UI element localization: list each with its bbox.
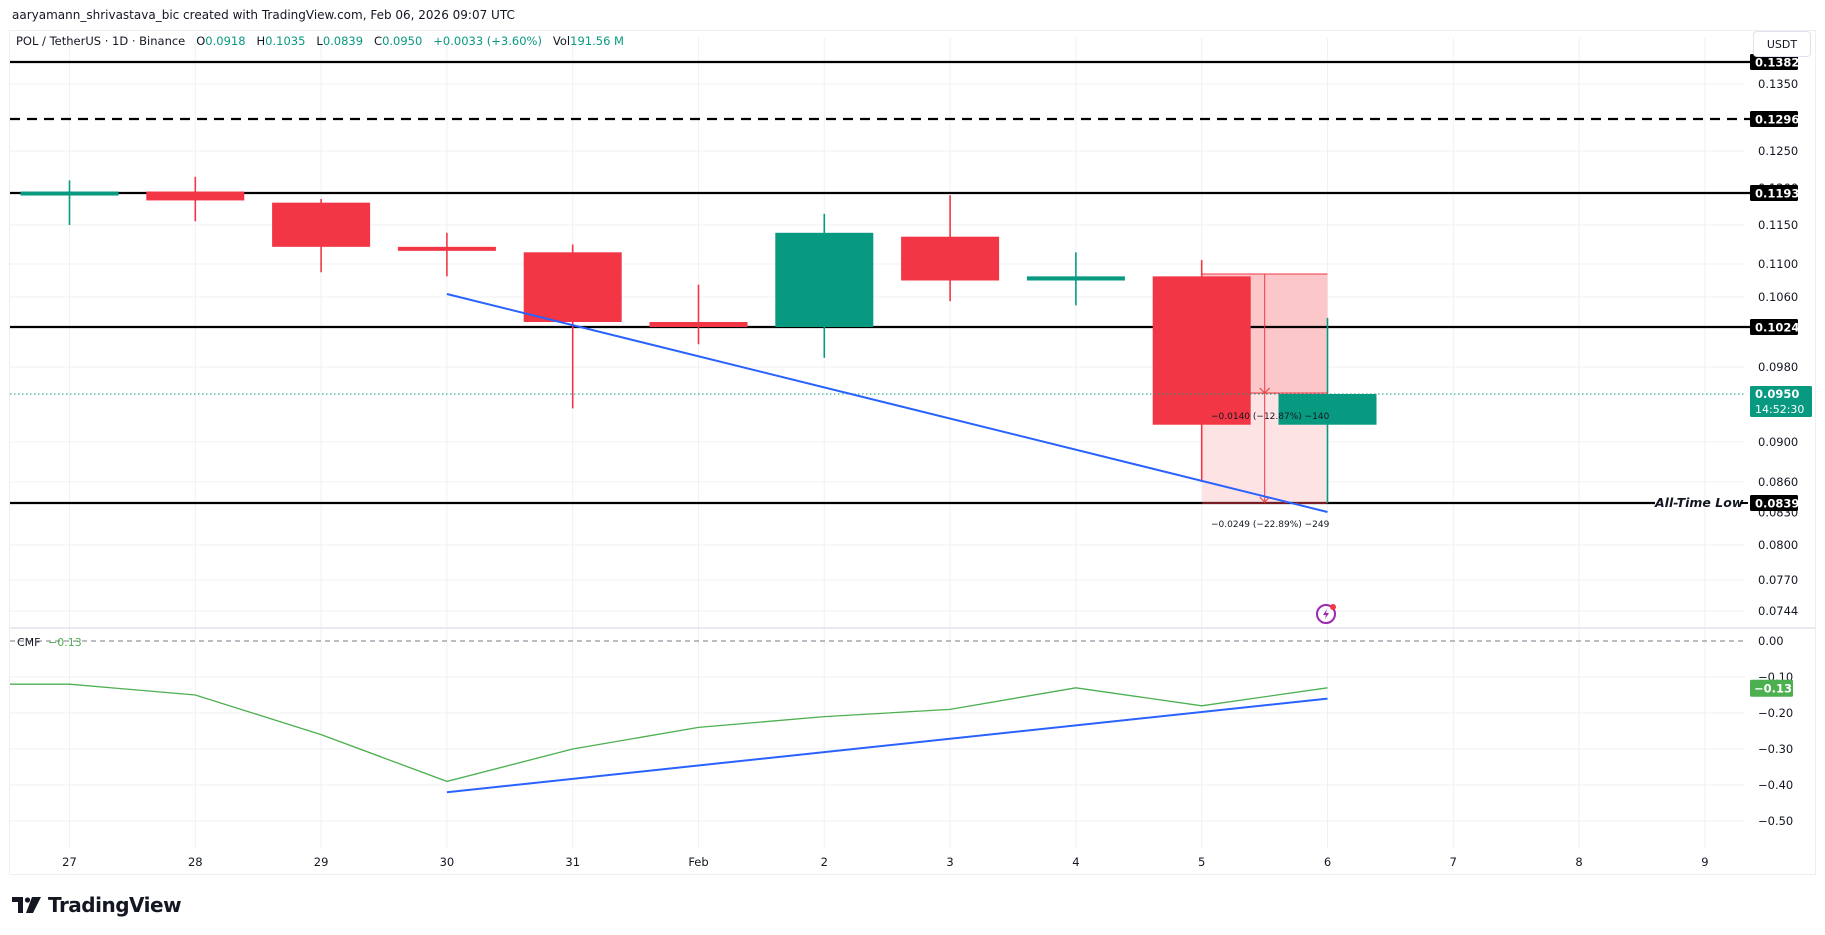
current-price-value: 0.0950: [1755, 387, 1799, 401]
volume-value: 191.56 M: [570, 34, 624, 48]
level-price-badge-text: 0.1024: [1755, 321, 1799, 335]
time-axis-label: 9: [1701, 855, 1708, 869]
lightning-alert-icon[interactable]: [1316, 604, 1336, 624]
time-axis-label: 30: [440, 855, 455, 869]
candle-down[interactable]: [146, 191, 245, 201]
time-axis-label: 29: [314, 855, 329, 869]
candle-up[interactable]: [1278, 394, 1377, 425]
candle-down[interactable]: [523, 252, 622, 322]
candle-up[interactable]: [20, 191, 119, 196]
price-trendline[interactable]: [446, 293, 1328, 513]
time-axis-label: 28: [188, 855, 203, 869]
time-axis-label: Feb: [688, 855, 708, 869]
measure-arrow-head-1: [1259, 387, 1271, 394]
volume-label: Vol: [552, 34, 571, 48]
candle-down[interactable]: [397, 246, 496, 251]
cmf-line[interactable]: [10, 683, 1328, 783]
time-axis-label: 31: [565, 855, 580, 869]
price-axis-tick: 0.1150: [1758, 218, 1798, 232]
time-axis-label: 8: [1575, 855, 1582, 869]
all-time-low-label: All-Time Low: [1654, 495, 1744, 510]
cmf-value-badge-text: −0.13: [1754, 681, 1792, 695]
change-value: +0.0033 (+3.60%): [433, 34, 542, 48]
tradingview-logo-icon: [12, 897, 41, 913]
candle-down[interactable]: [272, 202, 371, 247]
level-price-badge: [1750, 54, 1798, 70]
cmf-axis-tick: 0.00: [1758, 634, 1784, 648]
price-axis-tick: 0.1350: [1758, 77, 1798, 91]
cmf-axis-tick: −0.50: [1758, 814, 1793, 828]
level-price-badge: [1750, 319, 1798, 335]
price-axis-tick: 0.0744: [1758, 604, 1798, 618]
currency-button[interactable]: USDT: [1753, 31, 1811, 57]
measure-label-1: −0.0140 (−12.87%) −140: [1211, 412, 1330, 422]
time-axis-label: 7: [1450, 855, 1457, 869]
cmf-label: CMF: [17, 636, 41, 649]
cmf-value: −0.13: [48, 636, 82, 649]
close-value: 0.0950: [382, 34, 423, 48]
chart-credit: aaryamann_shrivastava_bic created with T…: [12, 8, 515, 22]
low-value: 0.0839: [322, 34, 364, 48]
time-axis-label: 2: [821, 855, 828, 869]
price-axis-tick: 0.0980: [1758, 360, 1798, 374]
cmf-axis-tick: −0.30: [1758, 742, 1793, 756]
measure-arrow-head-2: [1259, 496, 1271, 503]
low-label: L: [316, 34, 323, 48]
time-axis-label: 3: [946, 855, 953, 869]
level-price-badge-text: 0.1296: [1755, 113, 1799, 127]
current-price-badge[interactable]: [1750, 386, 1812, 417]
level-price-badge-text: 0.1382: [1755, 56, 1799, 70]
level-price-badge-text: 0.1193: [1755, 187, 1799, 201]
level-price-badge: [1750, 111, 1798, 127]
tradingview-logo: TradingView: [12, 893, 182, 917]
time-axis-label: 4: [1072, 855, 1079, 869]
level-price-badge: [1750, 185, 1798, 201]
symbol-legend: POL / TetherUS · 1D · Binance O0.0918 H0…: [16, 34, 624, 48]
cmf-axis-tick: −0.20: [1758, 706, 1793, 720]
price-axis-tick: 0.0800: [1758, 538, 1798, 552]
price-axis-tick: 0.0900: [1758, 435, 1798, 449]
level-price-badge-text: 0.0839: [1755, 497, 1799, 511]
price-axis-tick: 0.0770: [1758, 573, 1798, 587]
chart-frame: [9, 30, 1816, 875]
high-label: H: [256, 34, 266, 48]
candle-down[interactable]: [1152, 276, 1251, 425]
measure-label-2: −0.0249 (−22.89%) −249: [1211, 520, 1330, 530]
symbol-title[interactable]: POL / TetherUS · 1D · Binance: [16, 34, 186, 48]
candle-down[interactable]: [649, 322, 748, 327]
open-label: O: [196, 34, 206, 48]
price-axis-tick: 0.1250: [1758, 144, 1798, 158]
open-value: 0.0918: [205, 34, 246, 48]
time-axis-label: 27: [62, 855, 77, 869]
cmf-axis-tick: −0.40: [1758, 778, 1793, 792]
logo-text: TradingView: [48, 893, 182, 917]
candle-countdown: 14:52:30: [1755, 403, 1804, 416]
high-value: 0.1035: [265, 34, 306, 48]
price-axis-tick: 0.1100: [1758, 257, 1798, 271]
cmf-value-badge: [1750, 679, 1793, 697]
time-axis-label: 6: [1324, 855, 1331, 869]
time-axis-label: 5: [1198, 855, 1205, 869]
candle-down[interactable]: [901, 236, 1000, 281]
price-axis-tick: 0.0860: [1758, 475, 1798, 489]
close-label: C: [374, 34, 383, 48]
candle-up[interactable]: [775, 232, 874, 327]
candle-up[interactable]: [1026, 276, 1125, 281]
price-axis-tick: 0.1060: [1758, 290, 1798, 304]
cmf-trendline[interactable]: [446, 697, 1328, 794]
level-price-badge: [1750, 495, 1798, 511]
